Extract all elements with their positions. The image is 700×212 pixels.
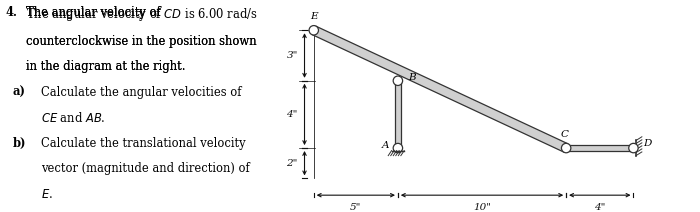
Text: $E$.: $E$. [41,188,53,201]
Text: 3": 3" [286,51,297,60]
Text: Calculate the translational velocity: Calculate the translational velocity [41,137,246,150]
Text: a): a) [13,86,26,99]
Text: vector (magnitude and direction) of: vector (magnitude and direction) of [41,162,250,175]
Text: The angular velocity of $CD$ is 6.00 rad/s: The angular velocity of $CD$ is 6.00 rad… [26,6,258,23]
Text: counterclockwise in the position shown: counterclockwise in the position shown [26,35,256,48]
Circle shape [561,143,571,153]
Text: E: E [310,12,318,21]
Polygon shape [312,26,568,152]
Circle shape [393,76,402,85]
Text: The angular velocity of: The angular velocity of [26,6,164,19]
Text: 4": 4" [286,110,297,119]
Text: C: C [561,130,568,139]
Text: 10": 10" [473,203,491,212]
Circle shape [629,143,638,153]
Text: A: A [382,141,389,150]
Text: B: B [408,73,416,82]
Text: in the diagram at the right.: in the diagram at the right. [26,60,186,73]
Text: 4": 4" [594,203,606,212]
Text: 5": 5" [350,203,361,212]
Polygon shape [566,145,634,151]
Text: D: D [643,138,651,148]
Text: 4.: 4. [5,6,17,19]
Text: b): b) [13,137,27,150]
Text: counterclockwise in the position shown: counterclockwise in the position shown [26,35,256,48]
Circle shape [309,26,318,35]
Text: in the diagram at the right.: in the diagram at the right. [26,60,186,73]
Text: The angular velocity of: The angular velocity of [26,6,164,19]
Text: 2": 2" [286,159,297,168]
Circle shape [393,143,402,153]
Text: $CE$ and $AB$.: $CE$ and $AB$. [41,111,106,125]
Polygon shape [395,81,401,148]
Text: Calculate the angular velocities of: Calculate the angular velocities of [41,86,242,99]
